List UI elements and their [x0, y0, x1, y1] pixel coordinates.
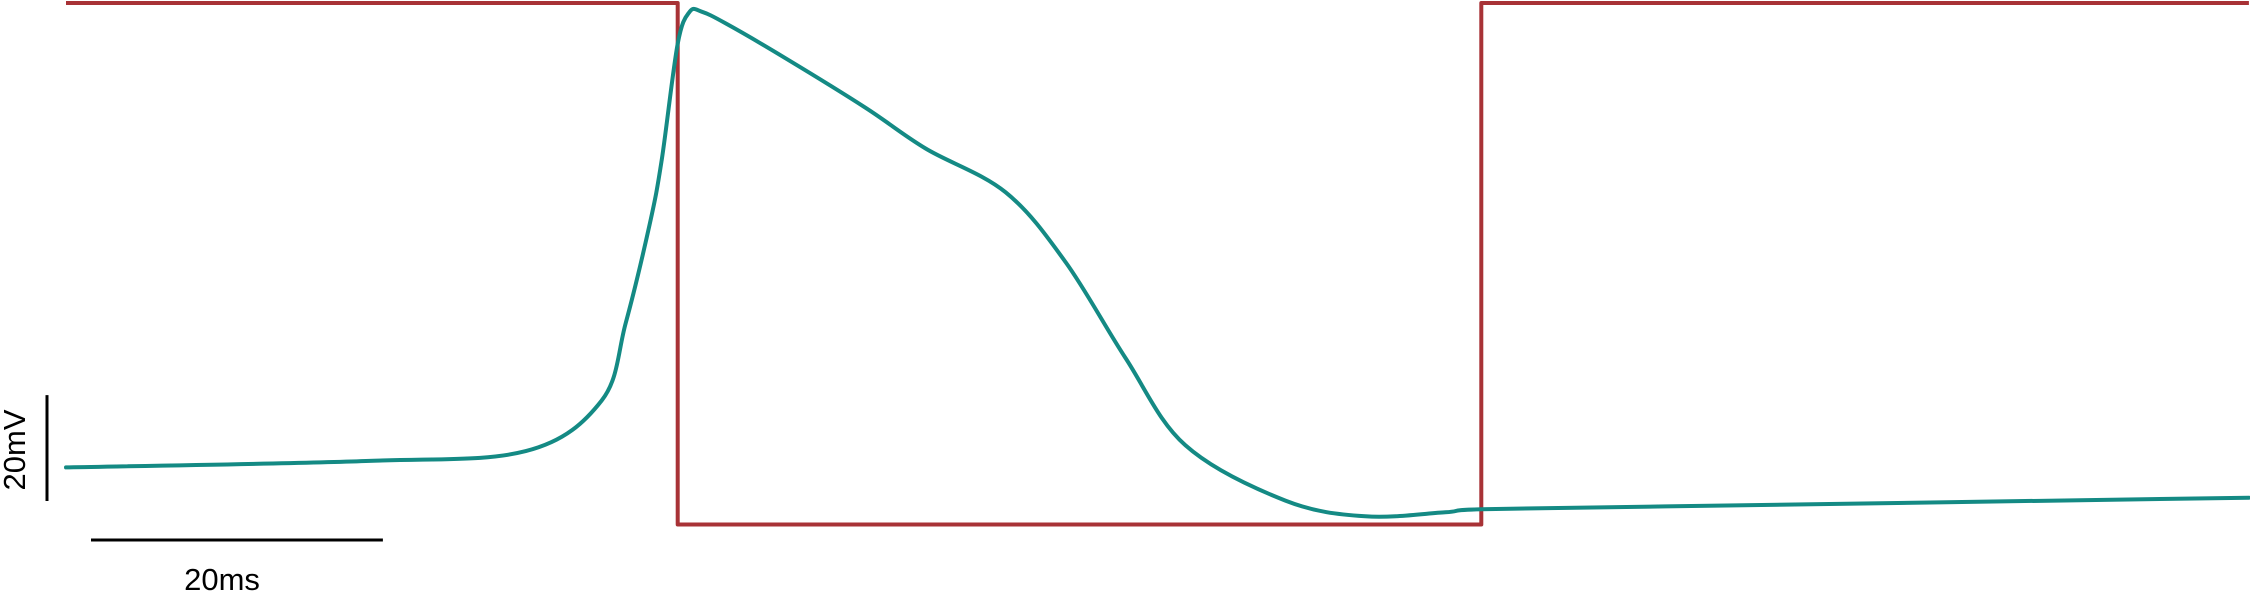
membrane-potential-trace [64, 6, 2250, 519]
stimulus-trace [66, 1, 2249, 527]
time-scale-label: 20ms [184, 562, 260, 594]
voltage-scale-label: 20mV [0, 409, 32, 490]
